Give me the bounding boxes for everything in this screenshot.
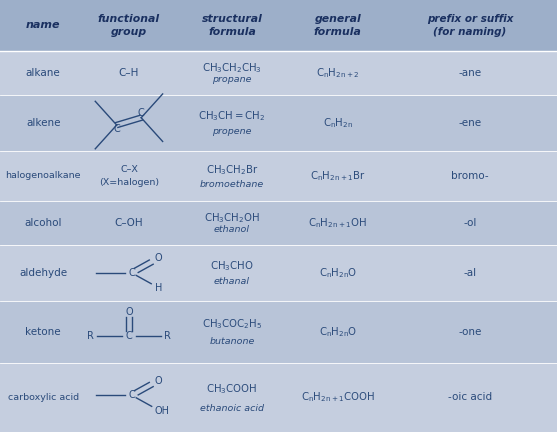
Text: C: C xyxy=(128,268,135,278)
Text: $\mathregular{CH_3CH_2CH_3}$: $\mathregular{CH_3CH_2CH_3}$ xyxy=(202,61,262,75)
Text: halogenoalkane: halogenoalkane xyxy=(6,172,81,181)
Bar xyxy=(0,301,557,363)
Bar xyxy=(0,363,557,432)
Text: bromoethane: bromoethane xyxy=(200,180,264,188)
Text: $\mathregular{CH_3COOH}$: $\mathregular{CH_3COOH}$ xyxy=(207,382,257,396)
Bar xyxy=(0,151,557,201)
Text: C–OH: C–OH xyxy=(115,218,143,228)
Bar xyxy=(0,245,557,301)
Bar xyxy=(0,0,557,51)
Text: alkene: alkene xyxy=(26,118,60,128)
Text: ethanoic acid: ethanoic acid xyxy=(200,404,264,413)
Text: O: O xyxy=(155,376,162,386)
Text: name: name xyxy=(26,20,60,31)
Text: O: O xyxy=(155,253,162,263)
Text: $\mathregular{C_nH_{2n}}$: $\mathregular{C_nH_{2n}}$ xyxy=(323,116,353,130)
Text: -al: -al xyxy=(463,268,477,278)
Text: $\mathregular{C_nH_{2n+1}OH}$: $\mathregular{C_nH_{2n+1}OH}$ xyxy=(309,216,367,230)
Text: O: O xyxy=(125,307,133,317)
Text: H: H xyxy=(155,283,162,292)
Bar xyxy=(0,201,557,245)
Text: -oic acid: -oic acid xyxy=(448,392,492,403)
Text: $\mathregular{CH_3CH_2Br}$: $\mathregular{CH_3CH_2Br}$ xyxy=(206,163,258,177)
Text: $\mathregular{CH_3COC_2H_5}$: $\mathregular{CH_3COC_2H_5}$ xyxy=(202,318,262,331)
Text: carboxylic acid: carboxylic acid xyxy=(8,393,79,402)
Text: alkane: alkane xyxy=(26,68,61,78)
Text: alcohol: alcohol xyxy=(25,218,62,228)
Text: propane: propane xyxy=(212,76,252,84)
Text: C–H: C–H xyxy=(119,68,139,78)
Text: C: C xyxy=(128,390,135,400)
Text: aldehyde: aldehyde xyxy=(19,268,67,278)
Text: ethanal: ethanal xyxy=(214,277,250,286)
Bar xyxy=(0,51,557,95)
Text: $\mathregular{C_nH_{2n}O}$: $\mathregular{C_nH_{2n}O}$ xyxy=(319,325,357,339)
Text: C: C xyxy=(125,331,133,341)
Text: C–X
(X=halogen): C–X (X=halogen) xyxy=(99,165,159,187)
Text: $\mathregular{CH_3CHO}$: $\mathregular{CH_3CHO}$ xyxy=(210,259,254,273)
Text: ketone: ketone xyxy=(26,327,61,337)
Text: OH: OH xyxy=(155,407,170,416)
Text: $\mathregular{C_nH_{2n+1}COOH}$: $\mathregular{C_nH_{2n+1}COOH}$ xyxy=(301,391,375,404)
Text: functional
group: functional group xyxy=(98,14,160,37)
Bar xyxy=(0,95,557,151)
Text: -ol: -ol xyxy=(463,218,477,228)
Text: $\mathregular{CH_3CH{=}CH_2}$: $\mathregular{CH_3CH{=}CH_2}$ xyxy=(198,109,266,123)
Text: R: R xyxy=(86,331,94,341)
Text: butanone: butanone xyxy=(209,337,255,346)
Text: ethanol: ethanol xyxy=(214,226,250,235)
Text: $\mathregular{C_nH_{2n}O}$: $\mathregular{C_nH_{2n}O}$ xyxy=(319,266,357,280)
Text: propene: propene xyxy=(212,127,252,137)
Text: R: R xyxy=(164,331,172,341)
Text: -one: -one xyxy=(458,327,482,337)
Text: $\mathregular{CH_3CH_2OH}$: $\mathregular{CH_3CH_2OH}$ xyxy=(204,211,260,225)
Text: C: C xyxy=(138,108,145,118)
Text: prefix or suffix
(for naming): prefix or suffix (for naming) xyxy=(427,14,514,37)
Text: -ene: -ene xyxy=(458,118,482,128)
Text: $\mathregular{C_nH_{2n+2}}$: $\mathregular{C_nH_{2n+2}}$ xyxy=(316,66,359,80)
Text: C: C xyxy=(113,124,120,134)
Text: structural
formula: structural formula xyxy=(202,14,262,37)
Text: general
formula: general formula xyxy=(314,14,361,37)
Text: $\mathregular{C_nH_{2n+1}Br}$: $\mathregular{C_nH_{2n+1}Br}$ xyxy=(310,169,365,183)
Text: -ane: -ane xyxy=(458,68,482,78)
Text: bromo-: bromo- xyxy=(451,171,489,181)
